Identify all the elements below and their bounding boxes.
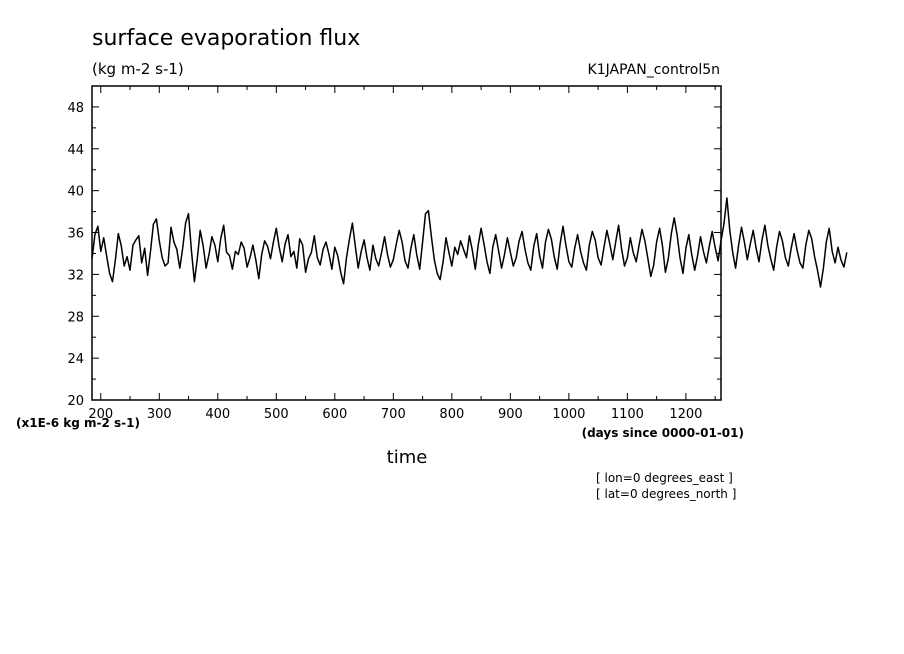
y-scale-label: (x1E-6 kg m-2 s-1) [16, 416, 140, 430]
x-tick-label: 1100 [611, 407, 644, 422]
chart-units-label: (kg m-2 s-1) [92, 60, 184, 78]
y-tick-label: 20 [67, 394, 84, 409]
x-axis-label: time [387, 447, 428, 468]
x-tick-label: 300 [147, 407, 172, 422]
series-layer [91, 197, 848, 288]
x-tick-label: 600 [322, 407, 347, 422]
x-tick-label: 500 [264, 407, 289, 422]
dataset-label: K1JAPAN_control5n [588, 62, 720, 78]
x-axis: 200 300 400 500 600 700 800 900 1000 1100 1200 [88, 86, 716, 422]
y-tick-label: 36 [67, 227, 84, 242]
plot-frame [91, 85, 722, 401]
x-tick-label: 700 [381, 407, 406, 422]
x-tick-label: 1000 [552, 407, 585, 422]
series-line [91, 197, 848, 288]
y-tick-label: 32 [67, 268, 84, 283]
y-axis: 20 24 28 32 36 40 44 48 [67, 85, 721, 409]
lat-label: [ lat=0 degrees_north ] [596, 487, 736, 501]
chart-title: surface evaporation flux [92, 26, 360, 51]
y-tick-label: 44 [67, 143, 84, 158]
y-tick-label: 28 [67, 310, 84, 325]
x-tick-label: 900 [498, 407, 523, 422]
x-units-label: (days since 0000-01-01) [582, 426, 744, 440]
x-tick-label: 200 [88, 407, 113, 422]
y-tick-label: 40 [67, 185, 84, 200]
x-tick-label: 400 [205, 407, 230, 422]
y-tick-label: 48 [67, 101, 84, 116]
x-tick-label: 1200 [669, 407, 702, 422]
lon-label: [ lon=0 degrees_east ] [596, 471, 733, 485]
y-tick-label: 24 [67, 352, 84, 367]
x-tick-label: 800 [439, 407, 464, 422]
